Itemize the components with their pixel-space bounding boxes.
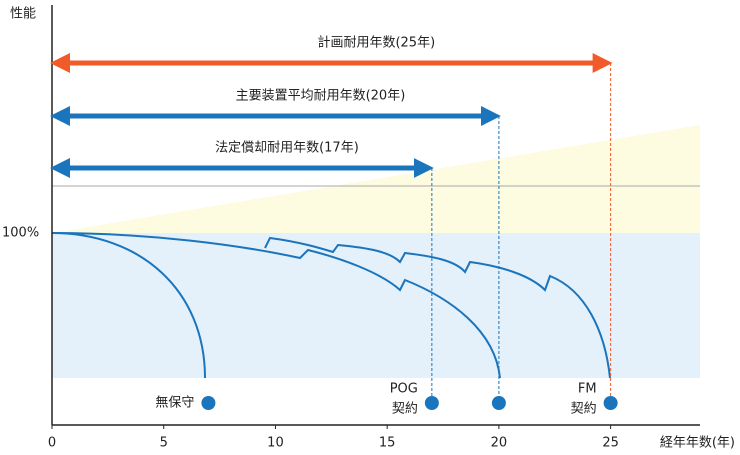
- point-label: 契約: [571, 402, 597, 417]
- span-label: 法定償却耐用年数(17年): [215, 141, 359, 156]
- y-axis-label: 性能: [10, 7, 36, 22]
- x-tick-label: 20: [491, 436, 508, 451]
- end-point: [603, 396, 618, 410]
- x-tick-label: 0: [48, 436, 56, 451]
- curve-fm: [264, 236, 611, 379]
- x-tick-label: 10: [267, 436, 284, 451]
- x-tick-label: 5: [160, 436, 168, 451]
- span-label: 計画耐用年数(25年): [317, 35, 435, 51]
- end-point: [424, 396, 439, 410]
- span-label: 主要装置平均耐用年数(20年): [236, 89, 406, 104]
- point-label: 無保守: [155, 396, 194, 411]
- curves: [51, 232, 611, 379]
- point-label: FM: [578, 382, 597, 397]
- end-point: [201, 396, 216, 410]
- x-tick-label: 15: [379, 436, 396, 451]
- point-label: POG: [390, 382, 418, 397]
- point-label: 契約: [392, 402, 418, 417]
- x-axis-label: 経年年数(年): [660, 436, 735, 451]
- curve-no-maintenance: [51, 232, 206, 379]
- curve-pog: [51, 232, 501, 379]
- end-point: [491, 396, 506, 410]
- reference-label: 100%: [2, 226, 39, 241]
- improvement-area: [52, 125, 700, 233]
- x-tick-label: 25: [602, 436, 619, 451]
- performance-band: [52, 233, 700, 378]
